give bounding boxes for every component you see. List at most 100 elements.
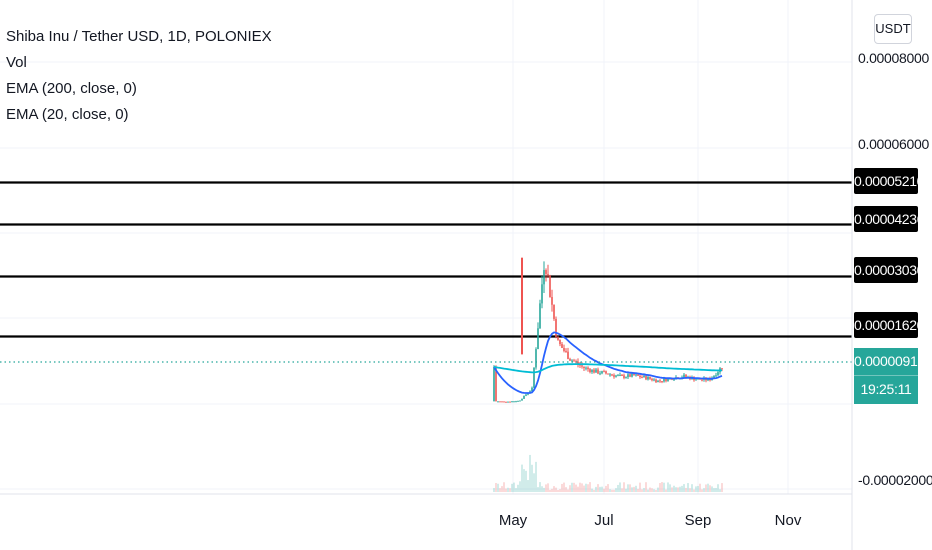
candle-body — [659, 380, 661, 382]
candle-body — [507, 401, 509, 403]
volume-bar — [615, 488, 617, 492]
volume-bar — [607, 484, 609, 492]
candle-body — [595, 369, 597, 373]
candle-body — [621, 375, 623, 377]
candle-body — [593, 369, 595, 373]
volume-bar — [665, 489, 667, 492]
volume-bar — [697, 486, 699, 492]
candle-body — [523, 395, 525, 399]
volume-bar — [655, 489, 657, 492]
volume-bar — [493, 488, 495, 492]
volume-bar — [657, 487, 659, 492]
candle-body — [559, 339, 561, 345]
candle-body — [565, 350, 567, 352]
ema-200-line — [493, 363, 722, 374]
volume-bar — [559, 489, 561, 492]
candle-body — [651, 378, 653, 381]
volume-bar — [621, 488, 623, 492]
volume-bar — [647, 489, 649, 492]
volume-bar — [549, 489, 551, 492]
volume-bar — [673, 485, 675, 492]
volume-bar — [551, 488, 553, 492]
volume-bar — [541, 486, 543, 492]
candle-body — [581, 365, 583, 367]
volume-bar — [557, 489, 559, 492]
volume-bar — [659, 483, 661, 492]
volume-bar — [573, 482, 575, 492]
volume-bar — [531, 464, 533, 492]
volume-bar — [671, 487, 673, 492]
level-tag[interactable]: 0.00001620 — [854, 312, 924, 338]
volume-bar — [649, 487, 651, 492]
volume-bar — [513, 482, 515, 492]
candle-body — [551, 297, 553, 305]
volume-bar — [499, 488, 501, 492]
candle-body — [701, 379, 703, 381]
currency-button[interactable]: USDT — [874, 14, 912, 44]
candle-body — [561, 344, 563, 349]
candle-body — [549, 275, 551, 298]
volume-bar — [501, 486, 503, 492]
candle-body — [497, 401, 499, 403]
volume-bar — [567, 489, 569, 492]
volume-bar — [661, 482, 663, 492]
candle-body — [623, 375, 625, 378]
volume-bar — [633, 486, 635, 492]
volume-bar — [575, 484, 577, 492]
level-tag[interactable]: 0.00005210 — [854, 168, 924, 194]
candle-body — [503, 401, 505, 403]
indicator-ema-20[interactable]: EMA (20, close, 0) — [6, 106, 129, 123]
candle-body — [631, 373, 633, 377]
symbol-title[interactable]: Shiba Inu / Tether USD, 1D, POLONIEX — [6, 28, 272, 45]
volume-bar — [705, 484, 707, 492]
horizontal-levels — [0, 181, 852, 338]
level-tag[interactable]: 0.00003030 — [854, 257, 924, 283]
candle-body — [643, 375, 645, 378]
candle-body — [531, 387, 533, 392]
indicator-vol[interactable]: Vol — [6, 54, 27, 71]
candle-body — [601, 371, 603, 374]
volume-bar — [547, 483, 549, 492]
candle-body — [647, 376, 649, 380]
candle-body — [519, 400, 521, 402]
price-axis-label: 0.00006000 — [858, 136, 929, 152]
candle-body — [543, 270, 545, 285]
time-axis-label: Nov — [774, 512, 802, 529]
volume-bar — [613, 489, 615, 492]
candle-body — [533, 367, 535, 388]
volume-bar — [709, 485, 711, 492]
time-axis-label: Sep — [684, 512, 712, 529]
volume-bar — [527, 480, 529, 492]
level-tag[interactable]: 0.00004236 — [854, 206, 924, 232]
volume-bar — [625, 488, 627, 492]
volume-bar — [611, 489, 613, 492]
volume-bar — [605, 485, 607, 492]
volume-bar — [579, 482, 581, 492]
volume-bar — [569, 485, 571, 492]
volume-bar — [509, 488, 511, 492]
candle-body — [585, 367, 587, 369]
volume-bar — [645, 482, 647, 492]
volume-bar — [595, 486, 597, 492]
volume-bar — [521, 464, 523, 492]
volume-bar — [503, 482, 505, 492]
volume-bar — [635, 485, 637, 492]
candle-body — [641, 377, 643, 379]
volume-bar — [583, 485, 585, 492]
volume-bar — [711, 486, 713, 492]
volume-bar — [619, 482, 621, 492]
candles — [493, 257, 723, 403]
volume-bar — [553, 486, 555, 492]
volume-bar — [511, 483, 513, 492]
volume-bar — [539, 482, 541, 492]
candle-body — [505, 401, 507, 403]
candle-body — [567, 351, 569, 359]
time-axis-label: Jul — [594, 512, 614, 529]
volume-bar — [545, 484, 547, 492]
chart-legend: Shiba Inu / Tether USD, 1D, POLONIEX Vol… — [6, 24, 272, 128]
volume-bar — [601, 486, 603, 492]
volume-bar — [537, 487, 539, 492]
volume-bar — [555, 487, 557, 492]
volume-bar — [707, 483, 709, 492]
indicator-ema-200[interactable]: EMA (200, close, 0) — [6, 80, 137, 97]
